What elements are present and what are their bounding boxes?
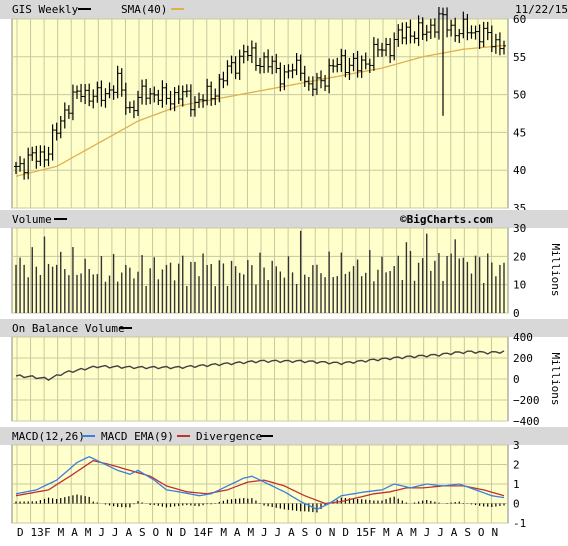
obv-header-bar: [0, 319, 568, 337]
sma-line: [15, 44, 505, 177]
macd-legend-label: MACD(12,26): [12, 430, 85, 443]
y-tick-label: 50: [513, 89, 526, 102]
volume-title: Volume: [12, 213, 52, 226]
y-tick-label: 60: [513, 13, 526, 26]
y-tick-label: 40: [513, 164, 526, 177]
month-tick-label: 15: [356, 526, 369, 539]
obv-title: On Balance Volume: [12, 322, 125, 335]
volume-header-bar: [0, 210, 568, 228]
y-tick-label: 0: [513, 498, 520, 511]
divergence-legend-label: Divergence: [196, 430, 262, 443]
month-tick-label: J: [437, 526, 444, 539]
bigcharts-watermark: ©BigCharts.com: [400, 213, 493, 226]
month-tick-label: M: [383, 526, 390, 539]
obv-gridlines: [12, 336, 508, 422]
sma-path: [15, 44, 505, 177]
y-tick-label: 0: [513, 373, 520, 386]
macd-lines: [15, 455, 505, 511]
month-tick-label: O: [153, 526, 160, 539]
price-bars: [14, 6, 506, 180]
y-tick-label: 2: [513, 459, 520, 472]
month-tick-label: J: [275, 526, 282, 539]
macd-legend: MACD(12,26) MACD EMA(9) Divergence: [12, 430, 273, 443]
month-tick-label: M: [58, 526, 65, 539]
sma-label: SMA(40): [121, 3, 167, 16]
month-tick-label: M: [85, 526, 92, 539]
month-tick-label: M: [247, 526, 254, 539]
y-tick-label: 55: [513, 51, 526, 64]
month-tick-label: D: [342, 526, 349, 539]
obv-y-axis: −400 −200 0 200 400: [513, 331, 540, 428]
y-tick-label: 10: [513, 279, 526, 292]
month-tick-label: J: [112, 526, 119, 539]
month-tick-label: 13: [31, 526, 44, 539]
macd-header-bar: [0, 427, 568, 445]
y-tick-label: 20: [513, 250, 526, 263]
y-tick-label: −400: [513, 415, 540, 428]
month-tick-label: A: [125, 526, 132, 539]
month-tick-label: J: [424, 526, 431, 539]
month-tick-label: O: [315, 526, 322, 539]
month-tick-label: N: [491, 526, 498, 539]
month-tick-label: O: [478, 526, 485, 539]
month-axis: D 13 F M A M J J A S O N D 14 F M A M J J A S O N D 15 F M A M J J A S O N: [17, 526, 498, 539]
macd-path: [15, 455, 505, 511]
macd-legend-swatch: [82, 435, 95, 437]
obv-line: [15, 350, 505, 381]
month-tick-label: F: [369, 526, 376, 539]
volume-bars: [15, 230, 505, 313]
volume-y-axis: 0 10 20 30: [513, 222, 526, 320]
macd-ema-legend-label: MACD EMA(9): [101, 430, 174, 443]
y-tick-label: 200: [513, 352, 533, 365]
y-tick-label: 400: [513, 331, 533, 344]
price-gridlines: [12, 18, 508, 209]
month-tick-label: J: [261, 526, 268, 539]
macd-y-axis: -1 0 1 2 3: [513, 439, 526, 530]
month-tick-label: M: [410, 526, 417, 539]
y-tick-label: 0: [513, 307, 520, 320]
month-tick-label: N: [329, 526, 336, 539]
month-tick-label: N: [166, 526, 173, 539]
volume-legend-swatch: [54, 218, 67, 220]
month-tick-label: D: [180, 526, 187, 539]
y-tick-label: 30: [513, 222, 526, 235]
month-tick-label: F: [44, 526, 51, 539]
month-tick-label: S: [302, 526, 309, 539]
sma-legend-swatch: [171, 8, 184, 10]
month-tick-label: S: [139, 526, 146, 539]
obv-path: [15, 350, 505, 381]
symbol-label: GIS Weekly: [12, 3, 79, 16]
month-tick-label: D: [17, 526, 24, 539]
volume-unit-label: Millions: [549, 244, 562, 297]
month-tick-label: A: [288, 526, 295, 539]
symbol-legend-swatch: [78, 8, 91, 10]
y-tick-label: 3: [513, 439, 520, 452]
y-tick-label: -1: [513, 517, 526, 530]
month-tick-label: A: [451, 526, 458, 539]
month-tick-label: M: [220, 526, 227, 539]
y-tick-label: 45: [513, 126, 526, 139]
month-tick-label: A: [234, 526, 241, 539]
macd-ema-legend-swatch: [177, 435, 190, 437]
header-date: 11/22/15: [515, 3, 568, 16]
divergence-legend-swatch: [260, 435, 273, 437]
price-header-bar: [0, 0, 568, 19]
month-tick-label: A: [71, 526, 78, 539]
month-tick-label: A: [397, 526, 404, 539]
y-tick-label: 1: [513, 478, 520, 491]
obv-legend-swatch: [119, 327, 132, 329]
y-tick-label: −200: [513, 394, 540, 407]
month-tick-label: F: [207, 526, 214, 539]
month-tick-label: J: [98, 526, 105, 539]
obv-unit-label: Millions: [549, 353, 562, 406]
month-tick-label: 14: [193, 526, 207, 539]
price-plot-area: [11, 18, 509, 209]
month-tick-label: S: [464, 526, 471, 539]
